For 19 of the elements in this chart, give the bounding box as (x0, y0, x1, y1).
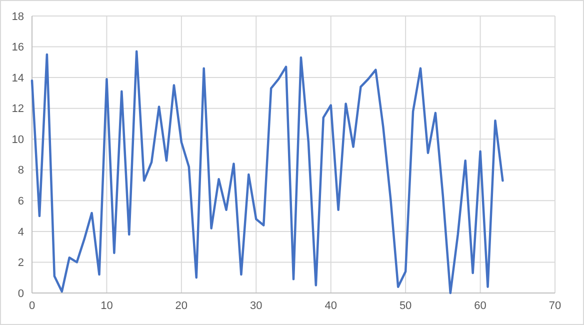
y-tick-label: 8 (18, 164, 24, 177)
y-tick-label: 10 (12, 134, 24, 146)
x-tick-label: 60 (474, 300, 486, 312)
x-tick-label: 0 (28, 300, 36, 312)
x-tick-label: 70 (548, 300, 562, 312)
line-series (30, 50, 504, 294)
y-tick-label: 18 (12, 10, 24, 23)
y-tick-label: 6 (18, 196, 24, 208)
y-tick-label: 12 (12, 103, 24, 116)
y-tick-label: 0 (18, 288, 24, 300)
x-tick-label: 20 (175, 300, 188, 312)
y-tick-label: 2 (18, 257, 24, 270)
x-tick-label: 50 (399, 300, 412, 312)
y-tick-label: 16 (12, 42, 24, 54)
y-tick-label: 14 (12, 72, 24, 84)
x-tick-label: 40 (324, 300, 337, 312)
x-tick-label: 10 (100, 300, 113, 312)
x-tick-label: 30 (250, 300, 262, 312)
y-tick-label: 4 (18, 226, 24, 238)
